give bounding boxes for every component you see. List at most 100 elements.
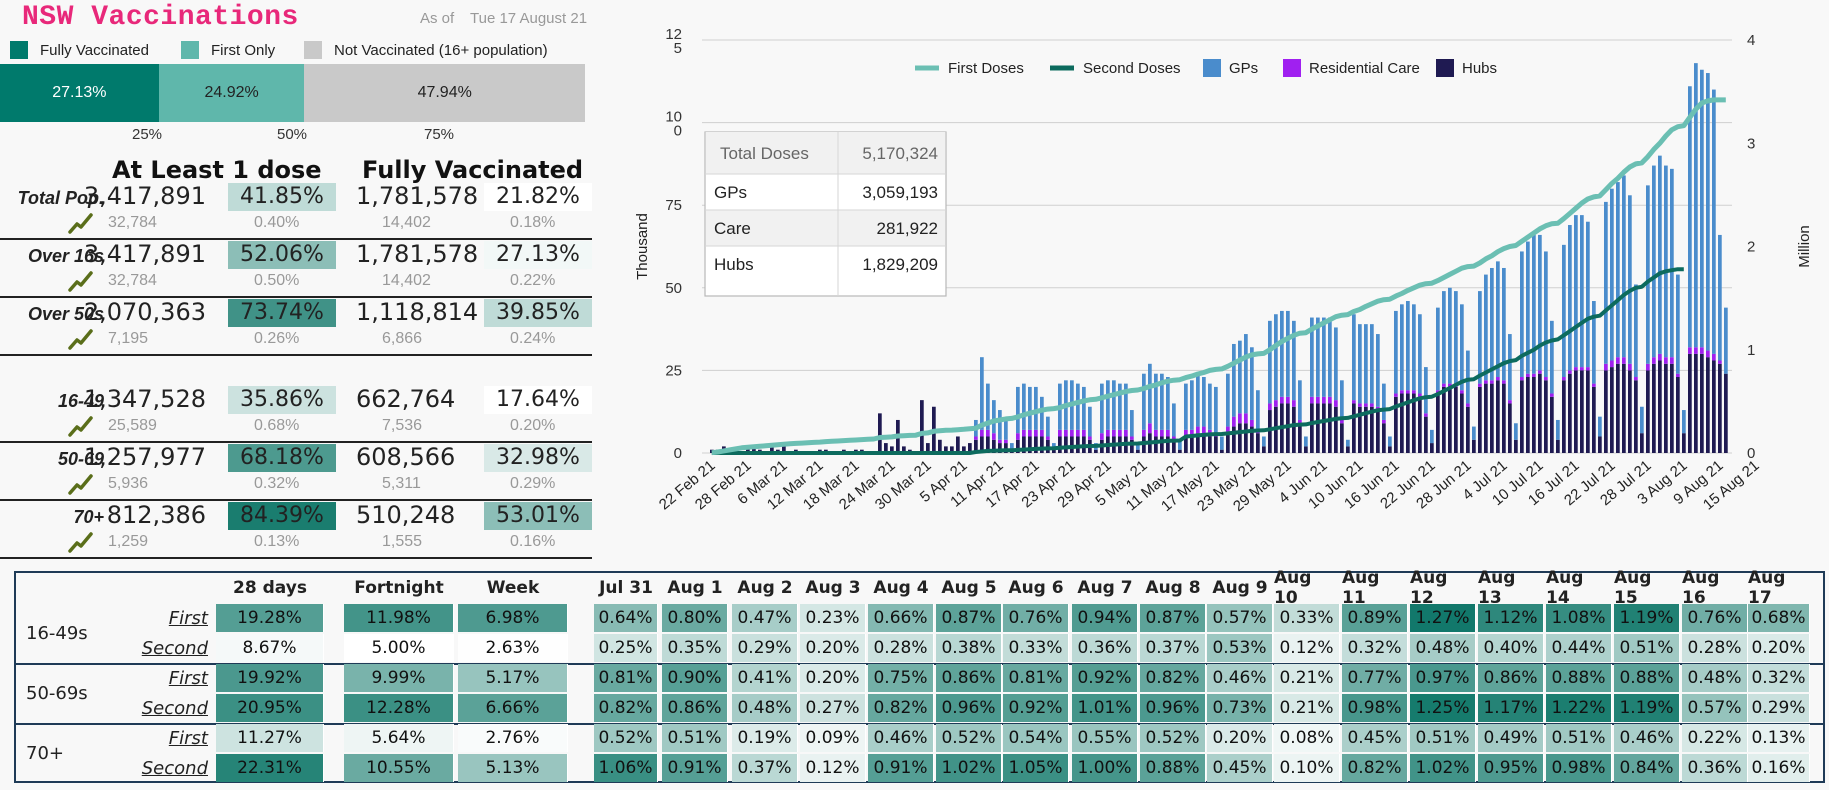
bar-hubs bbox=[1454, 386, 1458, 453]
bar-residential-care bbox=[1562, 377, 1566, 381]
table-cell: 2.63% bbox=[458, 634, 568, 662]
bar-residential-care bbox=[1400, 390, 1404, 394]
bar-hubs bbox=[1214, 436, 1218, 453]
bar-gps bbox=[1724, 307, 1728, 374]
table-cell: 0.55% bbox=[1072, 724, 1138, 752]
bar-gps bbox=[1256, 390, 1260, 430]
y2-tick-label: 0 bbox=[1747, 445, 1755, 462]
table-cell: 0.36% bbox=[1072, 634, 1138, 662]
bar-residential-care bbox=[1004, 439, 1008, 444]
bar-residential-care bbox=[1706, 350, 1710, 358]
table-cell: 5.13% bbox=[458, 754, 568, 782]
table-cell: 0.89% bbox=[1342, 604, 1408, 632]
summary-dose1-pct: 35.86% bbox=[228, 386, 336, 414]
doses-box-value: 281,922 bbox=[877, 219, 938, 238]
bar-hubs bbox=[782, 446, 786, 453]
bar-gps bbox=[1634, 284, 1638, 378]
y-tick-label: 10 bbox=[665, 109, 682, 126]
bar-gps bbox=[1220, 436, 1224, 450]
summary-row-label: Total Pop. bbox=[17, 188, 104, 208]
bar-residential-care bbox=[1670, 357, 1674, 364]
table-cell: 0.46% bbox=[868, 724, 934, 752]
bar-hubs bbox=[1268, 410, 1272, 453]
daily-rate-table: 28 days Fortnight Week Jul 31 Aug 1 Aug 2 Aug … bbox=[14, 568, 1825, 783]
bar-hubs bbox=[992, 439, 996, 453]
table-cell: 0.48% bbox=[1410, 634, 1476, 662]
table-header: Aug 16 bbox=[1682, 568, 1720, 608]
bar-residential-care bbox=[992, 433, 996, 440]
bar-gps bbox=[1082, 386, 1086, 430]
bar-gps bbox=[1532, 234, 1536, 374]
y-tick-label: 0 bbox=[674, 123, 682, 140]
summary-divider bbox=[0, 441, 592, 443]
table-row-label: Second bbox=[141, 697, 208, 719]
summary-row-label: 50-69 bbox=[57, 449, 104, 469]
bar-gps bbox=[1028, 386, 1032, 430]
bar-hubs bbox=[1658, 360, 1662, 453]
bar-gps bbox=[1112, 380, 1116, 430]
bar-residential-care bbox=[1250, 419, 1254, 427]
summary-row-label: Over 16s bbox=[27, 246, 104, 266]
bar-residential-care bbox=[1352, 400, 1356, 404]
bar-residential-care bbox=[1628, 363, 1632, 371]
table-cell: 1.27% bbox=[1410, 604, 1476, 632]
bar-gps bbox=[1214, 386, 1218, 434]
summary-row-label: 16-49 bbox=[57, 391, 104, 411]
bar-hubs bbox=[1610, 367, 1614, 453]
line-second-doses bbox=[711, 267, 1684, 455]
summary-full-daily-pct: 0.20% bbox=[510, 417, 556, 434]
bar-hubs bbox=[1472, 439, 1476, 453]
line-first-doses bbox=[711, 97, 1726, 456]
bar-residential-care bbox=[1712, 353, 1716, 361]
table-cell: 0.77% bbox=[1342, 664, 1408, 692]
bar-hubs bbox=[752, 446, 756, 453]
table-cell: 0.96% bbox=[936, 694, 1002, 722]
bar-hubs bbox=[944, 446, 948, 453]
bar-residential-care bbox=[1574, 367, 1578, 371]
bar-hubs bbox=[1688, 353, 1692, 453]
summary-dose1-count: 1,347,528 bbox=[83, 385, 206, 413]
bar-gps bbox=[1688, 86, 1692, 348]
summary-row: 50-69 1,257,977 68.18% 608,566 32.98% 5,936 0.… bbox=[0, 441, 592, 499]
legend-label: Not Vaccinated (16+ population) bbox=[334, 41, 548, 59]
table-group-divider bbox=[16, 663, 1823, 665]
table-header: Aug 6 bbox=[1008, 578, 1064, 598]
table-group-label: 50-69s bbox=[26, 682, 88, 704]
summary-dose1-daily-pct: 0.68% bbox=[254, 417, 300, 434]
bar-gps bbox=[1106, 380, 1110, 430]
bar-hubs bbox=[1322, 403, 1326, 453]
bar-gps bbox=[1496, 261, 1500, 378]
bar-residential-care bbox=[1268, 403, 1272, 411]
bar-residential-care bbox=[1172, 436, 1176, 440]
summary-row: 16-49 1,347,528 35.86% 662,764 17.64% 25,589 0… bbox=[0, 383, 592, 441]
bar-gps bbox=[1526, 241, 1530, 374]
bar-gps bbox=[1340, 380, 1344, 420]
table-cell: 0.82% bbox=[594, 694, 658, 722]
bar-hubs bbox=[1022, 436, 1026, 453]
table-cell: 0.73% bbox=[1207, 694, 1273, 722]
table-cell: 0.48% bbox=[1682, 664, 1748, 692]
bar-gps bbox=[1274, 314, 1278, 401]
chart-legend-label: First Doses bbox=[948, 60, 1024, 77]
y-tick-label: 25 bbox=[665, 362, 682, 379]
bar-gps bbox=[1226, 373, 1230, 427]
bar-residential-care bbox=[1694, 347, 1698, 354]
bar-gps bbox=[1412, 304, 1416, 391]
bar-gps bbox=[1670, 168, 1674, 358]
summary-dose1-daily: 25,589 bbox=[108, 417, 157, 434]
bar-hubs bbox=[1478, 386, 1482, 453]
bar-gps bbox=[1118, 383, 1122, 430]
bar-gps bbox=[998, 410, 1002, 440]
bar-gps bbox=[1388, 436, 1392, 447]
bar-gps bbox=[1292, 320, 1296, 401]
table-cell: 1.05% bbox=[1003, 754, 1069, 782]
bar-residential-care bbox=[1442, 383, 1446, 387]
bar-hubs bbox=[1466, 406, 1470, 453]
table-header: Aug 11 bbox=[1342, 568, 1380, 608]
bar-gps bbox=[1154, 373, 1158, 430]
table-cell: 0.45% bbox=[1207, 754, 1273, 782]
bar-gps bbox=[1322, 317, 1326, 397]
bar-residential-care bbox=[1508, 400, 1512, 404]
table-cell: 1.02% bbox=[936, 754, 1002, 782]
